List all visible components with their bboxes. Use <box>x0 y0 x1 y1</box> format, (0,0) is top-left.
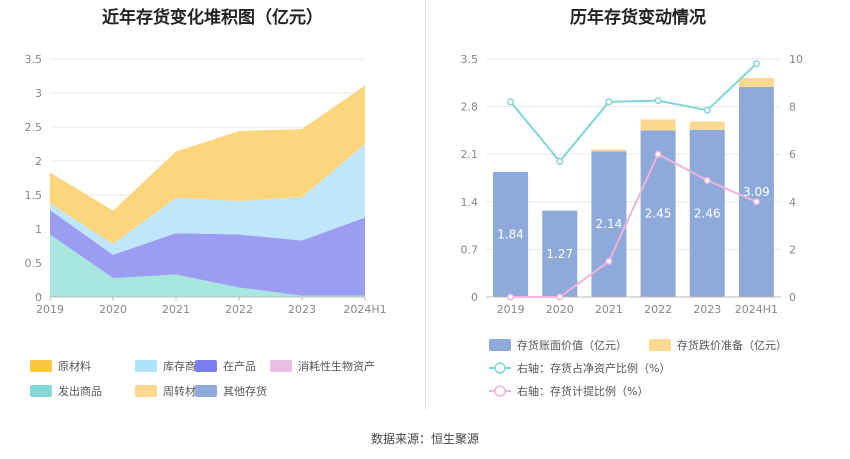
y-tick-label: 3.5 <box>25 53 43 66</box>
y-tick-label: 3 <box>35 87 42 100</box>
inventory-change-panel: 历年存货变动情况 0 0.7 1.4 2.1 2.8 3.5 0 2 4 6 8 10 1.84 1.27… <box>426 0 850 420</box>
x-tick-label: 2020 <box>99 303 127 316</box>
line-point <box>703 176 711 184</box>
line-point <box>654 150 662 158</box>
line-point <box>507 98 515 106</box>
bar-stack-segment <box>591 149 627 152</box>
legend-marker <box>494 385 506 397</box>
bar-stack-segment <box>689 121 725 130</box>
legend-swatch <box>649 339 671 351</box>
legend-label: 存货账面价值（亿元） <box>517 338 627 352</box>
y-tick-label: 0 <box>471 291 478 304</box>
legend-label: 原材料 <box>58 359 91 373</box>
right-chart-title: 历年存货变动情况 <box>570 8 706 28</box>
legend-swatch <box>30 360 52 372</box>
line-point <box>507 293 515 301</box>
y-tick-label: 3.5 <box>461 53 479 66</box>
bar <box>640 130 676 297</box>
legend-label: 其他存货 <box>223 384 267 398</box>
legend-label: 存货跌价准备（亿元） <box>677 338 787 352</box>
y2-tick-label: 2 <box>789 243 796 256</box>
x-tick-label: 2022 <box>644 303 672 316</box>
bar-data-label: 2.14 <box>596 217 623 231</box>
x-tick-label: 2023 <box>693 303 721 316</box>
y-tick-label: 2 <box>35 155 42 168</box>
y2-tick-label: 6 <box>789 148 796 161</box>
legend-label: 在产品 <box>223 359 256 373</box>
line-series <box>509 63 758 163</box>
bar <box>542 210 578 297</box>
bar-data-label: 2.46 <box>694 206 721 220</box>
legend-swatch <box>489 339 511 351</box>
y2-tick-label: 4 <box>789 196 796 209</box>
bar <box>738 86 774 297</box>
data-source-note: 数据来源：恒生聚源 <box>370 432 479 446</box>
line-point <box>556 293 564 301</box>
legend-swatch <box>135 360 157 372</box>
area-series <box>50 209 365 296</box>
line-point <box>605 98 613 106</box>
bar-data-label: 1.84 <box>497 227 524 241</box>
line-point <box>752 198 760 206</box>
x-tick-label: 2024H1 <box>735 303 778 316</box>
area-series <box>50 234 365 297</box>
x-tick-label: 2022 <box>225 303 253 316</box>
x-tick-label: 2021 <box>595 303 623 316</box>
bar <box>591 151 627 297</box>
y-tick-label: 0.5 <box>25 257 43 270</box>
x-tick-label: 2019 <box>36 303 64 316</box>
area-series <box>50 85 365 244</box>
legend-marker <box>494 362 506 374</box>
bar <box>689 129 725 297</box>
y-tick-label: 2.1 <box>461 148 479 161</box>
y-tick-label: 1.5 <box>25 189 43 202</box>
legend-swatch <box>135 385 157 397</box>
x-tick-label: 2023 <box>288 303 316 316</box>
legend-swatch <box>195 360 217 372</box>
x-tick-label: 2019 <box>497 303 525 316</box>
y-tick-label: 1 <box>35 223 42 236</box>
y-tick-label: 1.4 <box>461 196 479 209</box>
line-series <box>510 152 757 298</box>
y2-tick-label: 0 <box>789 291 796 304</box>
x-tick-label: 2020 <box>546 303 574 316</box>
x-tick-label: 2024H1 <box>343 303 386 316</box>
bar-stack-segment <box>738 78 774 87</box>
bar <box>493 171 529 297</box>
line-point <box>605 257 613 265</box>
inventory-bar-line-chart: 0 0.7 1.4 2.1 2.8 3.5 0 2 4 6 8 10 1.84 1.27 2.14 2.45 2… <box>461 53 804 398</box>
legend-swatch <box>30 385 52 397</box>
stacked-area-panel: 近年存货变化堆积图（亿元） 0 0.5 1 1.5 2 2.5 3 3.5 2019 2020 20… <box>0 0 425 420</box>
legend-label: 发出商品 <box>58 384 102 398</box>
stacked-area-chart: 0 0.5 1 1.5 2 2.5 3 3.5 2019 2020 2021 2022 2023 2024… <box>25 53 387 398</box>
line-point <box>703 106 711 114</box>
bar-data-label: 3.09 <box>743 185 770 199</box>
y-tick-label: 0.7 <box>461 243 479 256</box>
y2-tick-label: 8 <box>789 101 796 114</box>
panel-divider <box>425 0 426 410</box>
legend-label: 右轴：存货占净资产比例（%） <box>517 361 670 375</box>
bar-data-label: 2.45 <box>645 207 672 221</box>
legend-label: 消耗性生物资产 <box>298 359 375 373</box>
x-tick-label: 2021 <box>162 303 190 316</box>
line-point <box>556 157 564 165</box>
legend-swatch <box>195 385 217 397</box>
line-point <box>654 97 662 105</box>
y-tick-label: 0 <box>35 291 42 304</box>
y-tick-label: 2.5 <box>25 121 43 134</box>
bar-stack-segment <box>640 119 676 131</box>
bar-data-label: 1.27 <box>546 247 573 261</box>
y-tick-label: 2.8 <box>461 101 479 114</box>
y2-tick-label: 10 <box>789 53 803 66</box>
legend-swatch <box>270 360 292 372</box>
left-chart-title: 近年存货变化堆积图（亿元） <box>102 8 323 28</box>
legend-label: 右轴：存货计提比例（%） <box>517 384 648 398</box>
line-point <box>752 60 760 68</box>
